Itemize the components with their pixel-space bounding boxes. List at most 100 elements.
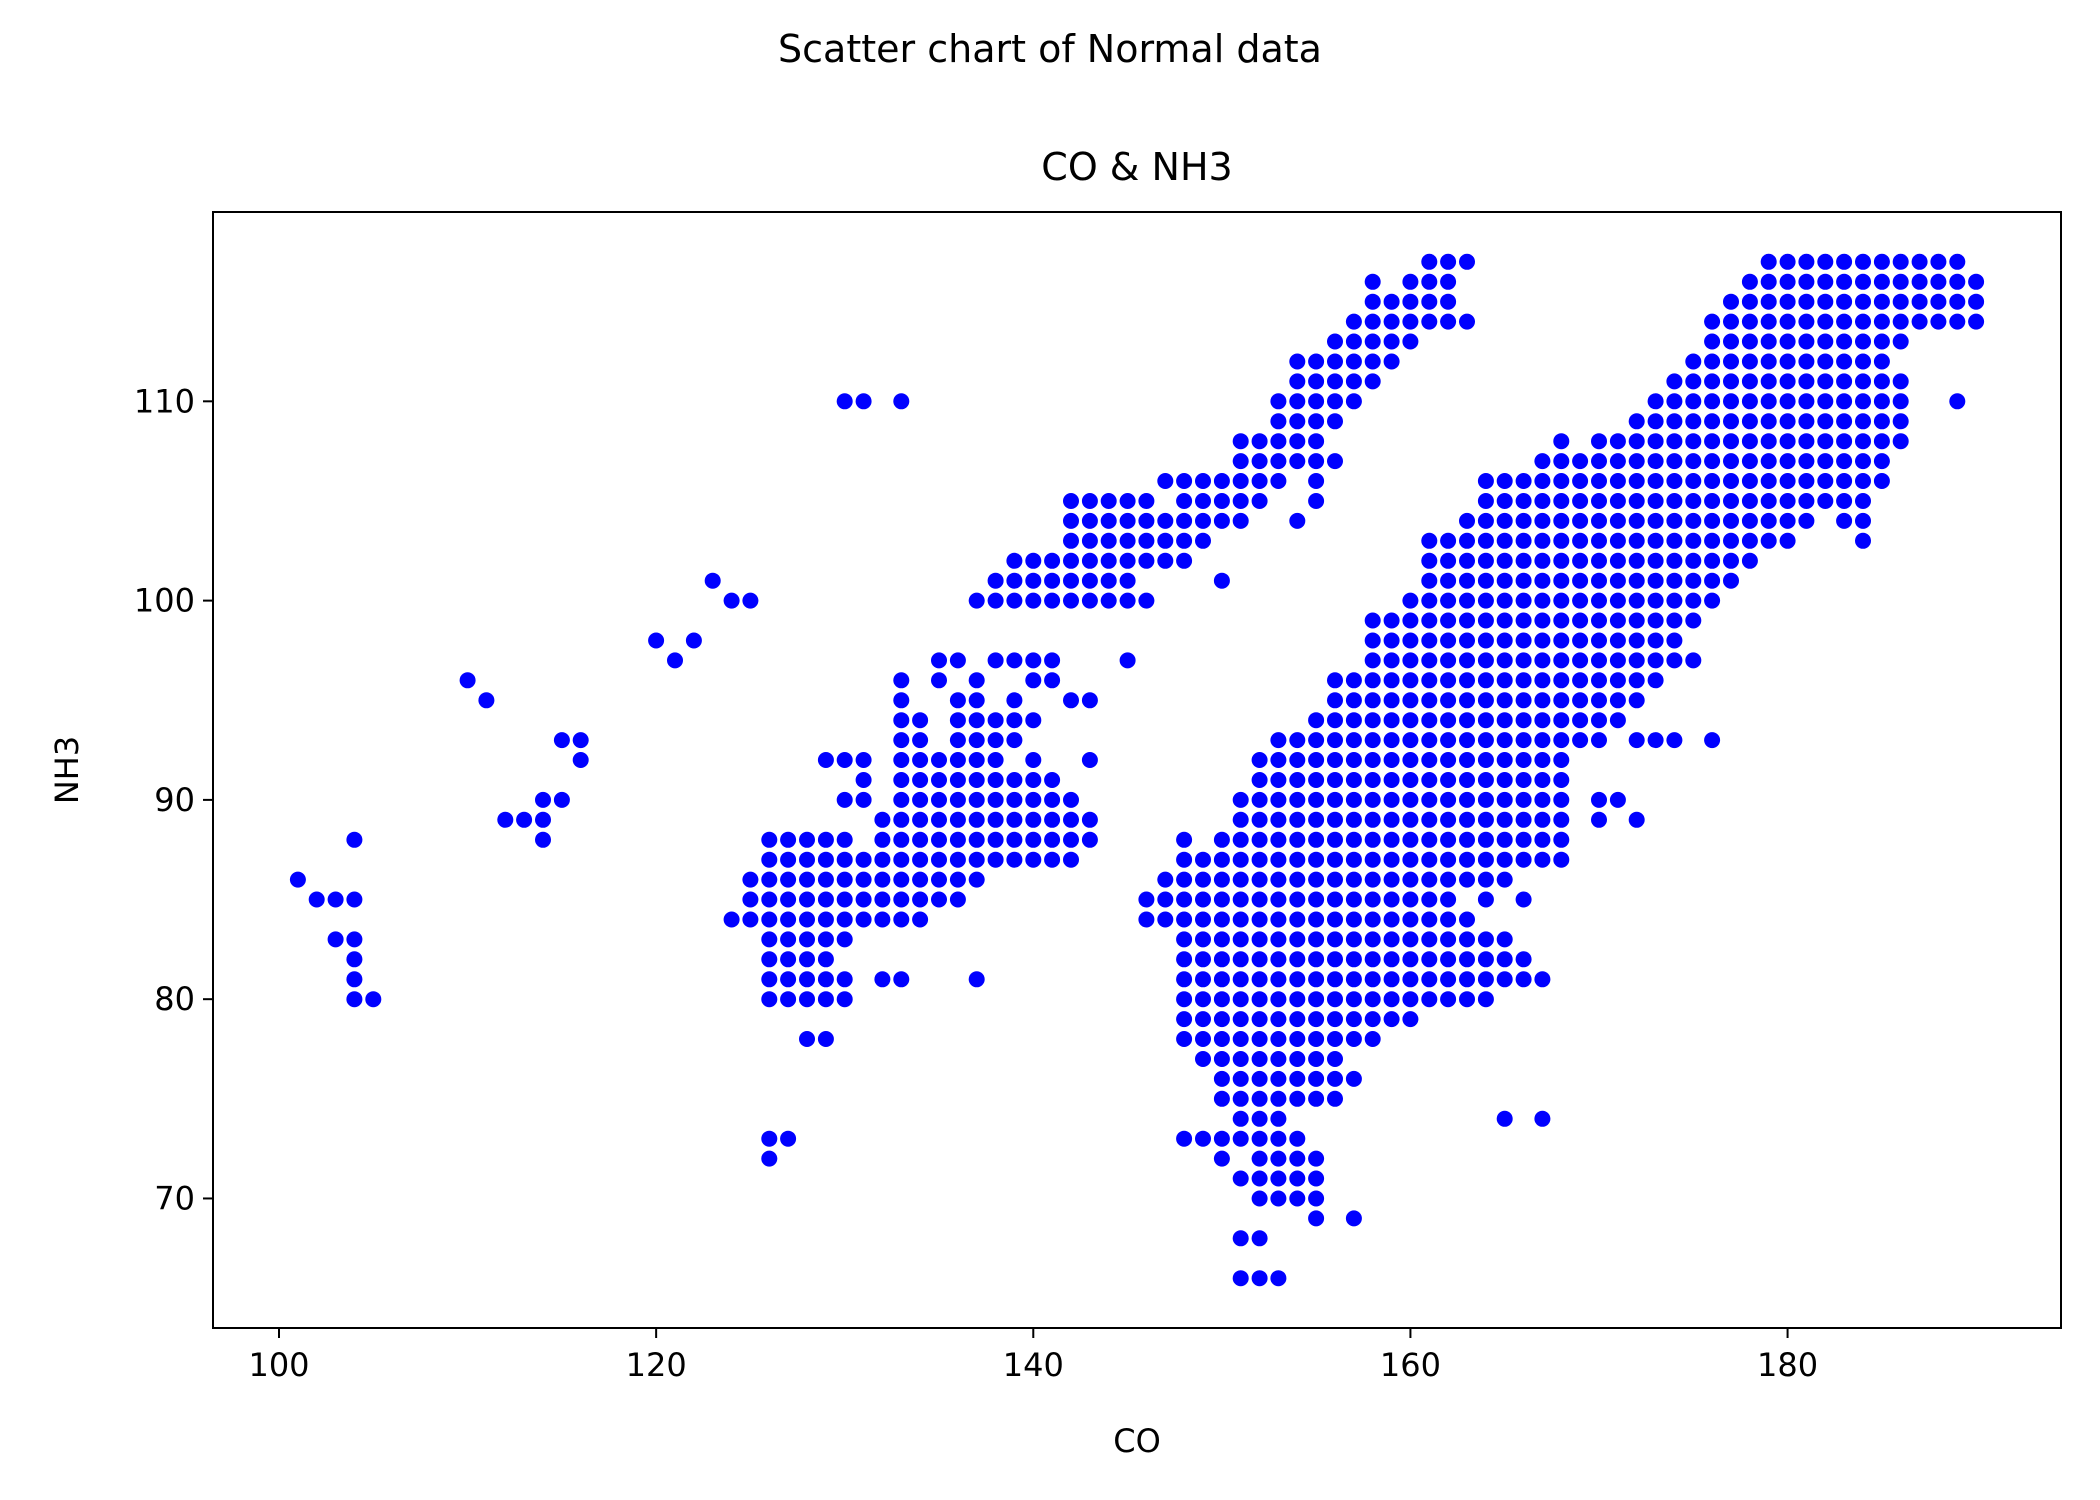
scatter-point — [1968, 293, 1985, 310]
scatter-point — [1289, 353, 1306, 370]
scatter-point — [1609, 612, 1626, 629]
scatter-point — [893, 911, 910, 928]
scatter-point — [1855, 433, 1871, 450]
scatter-point — [1477, 692, 1494, 709]
scatter-point — [1591, 732, 1607, 749]
scatter-point — [1704, 393, 1721, 410]
scatter-point — [1327, 911, 1343, 928]
scatter-point — [1496, 572, 1513, 589]
scatter-point — [893, 752, 910, 768]
scatter-point — [667, 652, 683, 669]
scatter-point — [742, 592, 759, 609]
scatter-point — [1440, 293, 1457, 310]
scatter-point — [1459, 592, 1475, 609]
scatter-point — [1345, 1210, 1362, 1227]
scatter-point — [1270, 413, 1287, 430]
scatter-point — [1119, 532, 1136, 549]
scatter-point — [1911, 313, 1928, 330]
scatter-point — [1157, 512, 1174, 529]
scatter-point — [817, 871, 834, 888]
scatter-point — [1892, 273, 1909, 290]
scatter-point — [761, 951, 778, 968]
scatter-point — [1195, 512, 1211, 529]
scatter-point — [1723, 313, 1739, 330]
scatter-point — [1044, 811, 1061, 828]
scatter-point — [912, 752, 929, 768]
scatter-point — [1383, 831, 1400, 848]
scatter-point — [327, 891, 344, 908]
scatter-point — [1100, 572, 1117, 589]
scatter-point — [1873, 273, 1890, 290]
scatter-point — [1421, 772, 1438, 788]
scatter-point — [1477, 672, 1494, 689]
scatter-point — [1779, 253, 1796, 270]
scatter-point — [1251, 493, 1268, 509]
x-axis-label: CO — [1113, 1422, 1161, 1460]
scatter-point — [1553, 831, 1570, 848]
scatter-point — [1798, 313, 1815, 330]
x-tick-label: 180 — [1757, 1346, 1818, 1384]
scatter-point — [1572, 453, 1589, 470]
scatter-point — [1232, 971, 1249, 988]
scatter-point — [1477, 612, 1494, 629]
scatter-point — [1383, 712, 1400, 729]
scatter-point — [1798, 433, 1815, 450]
scatter-point — [836, 931, 853, 948]
scatter-point — [1515, 752, 1532, 768]
scatter-point — [1308, 791, 1325, 808]
scatter-point — [1402, 632, 1419, 649]
scatter-point — [1345, 752, 1362, 768]
scatter-point — [1741, 552, 1758, 569]
scatter-point — [1289, 1130, 1306, 1147]
scatter-point — [1327, 353, 1343, 370]
scatter-point — [1628, 532, 1645, 549]
scatter-point — [1817, 393, 1834, 410]
scatter-point — [1364, 772, 1381, 788]
scatter-point — [1440, 772, 1457, 788]
scatter-point — [1666, 652, 1683, 669]
scatter-point — [742, 911, 759, 928]
scatter-point — [1591, 532, 1607, 549]
scatter-point — [1383, 871, 1400, 888]
scatter-point — [1402, 712, 1419, 729]
scatter-point — [1817, 353, 1834, 370]
scatter-point — [1459, 851, 1475, 868]
scatter-point — [1836, 333, 1853, 350]
scatter-point — [1515, 851, 1532, 868]
scatter-point — [1327, 453, 1343, 470]
scatter-point — [1081, 532, 1098, 549]
scatter-point — [1949, 393, 1966, 410]
scatter-point — [780, 871, 797, 888]
scatter-point — [1855, 373, 1871, 390]
scatter-point — [1364, 313, 1381, 330]
scatter-point — [1176, 831, 1193, 848]
scatter-point — [1666, 532, 1683, 549]
scatter-point — [1836, 473, 1853, 489]
scatter-point — [1345, 791, 1362, 808]
scatter-point — [1232, 851, 1249, 868]
scatter-point — [1138, 512, 1155, 529]
scatter-point — [1741, 433, 1758, 450]
scatter-point — [1628, 473, 1645, 489]
scatter-point — [1119, 572, 1136, 589]
scatter-point — [1327, 413, 1343, 430]
scatter-point — [1421, 652, 1438, 669]
scatter-point — [1421, 851, 1438, 868]
scatter-point — [1251, 931, 1268, 948]
scatter-point — [1459, 831, 1475, 848]
scatter-point — [874, 811, 891, 828]
scatter-point — [1213, 971, 1230, 988]
scatter-point — [1289, 413, 1306, 430]
scatter-point — [1817, 473, 1834, 489]
scatter-point — [1440, 592, 1457, 609]
scatter-point — [1327, 951, 1343, 968]
scatter-point — [1836, 373, 1853, 390]
scatter-point — [1421, 253, 1438, 270]
scatter-point — [1251, 1130, 1268, 1147]
scatter-point — [1892, 313, 1909, 330]
scatter-point — [1327, 772, 1343, 788]
scatter-point — [1327, 831, 1343, 848]
scatter-point — [1741, 453, 1758, 470]
y-axis-ticks: 70 80 90 100 110 — [134, 382, 213, 1217]
